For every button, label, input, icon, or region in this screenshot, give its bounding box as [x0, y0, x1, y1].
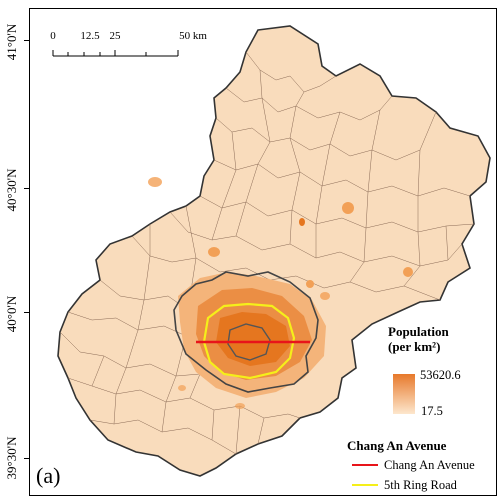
population-legend: Population (per km²) 53620.6 17.5	[388, 324, 498, 424]
inner-ring	[227, 323, 271, 361]
legend-label: 5th Ring Road	[384, 477, 457, 492]
fifth-ring-road	[202, 302, 296, 380]
yellow-line-swatch	[352, 484, 378, 486]
scale-bar-graphic	[52, 50, 179, 57]
town-patches	[148, 177, 413, 409]
population-color-ramp	[393, 374, 415, 414]
district-boundaries	[59, 51, 475, 455]
lat-tick	[24, 458, 30, 459]
line-legend: Chang An Avenue Chang An Avenue 5th Ring…	[347, 438, 497, 496]
population-legend-title-line1: Population	[388, 324, 449, 339]
population-min-label: 17.5	[421, 404, 443, 418]
red-line-swatch	[352, 464, 378, 466]
population-legend-title-line2: (per km²)	[388, 339, 441, 354]
population-legend-title: Population (per km²)	[388, 324, 498, 354]
scale-label-0: 0	[50, 30, 56, 42]
legend-item-chang-an-avenue: Chang An Avenue	[352, 458, 475, 472]
legend-label: Chang An Avenue	[384, 457, 475, 472]
lat-tick	[24, 40, 30, 41]
line-legend-title: Chang An Avenue	[347, 438, 447, 453]
region-outline	[57, 25, 491, 477]
scale-label-25: 25	[109, 30, 121, 42]
legend-item-5th-ring-road: 5th Ring Road	[352, 478, 457, 492]
scale-label-50: 50 km	[179, 30, 207, 42]
scale-label-12-5: 12.5	[80, 30, 100, 42]
central-districts-outline	[173, 271, 319, 393]
scale-bar: 0 12.5 25 50 km	[50, 30, 220, 70]
population-max-label: 53620.6	[420, 368, 461, 382]
panel-label: (a)	[36, 463, 61, 488]
lat-tick	[24, 312, 30, 313]
lat-tick	[24, 188, 30, 189]
